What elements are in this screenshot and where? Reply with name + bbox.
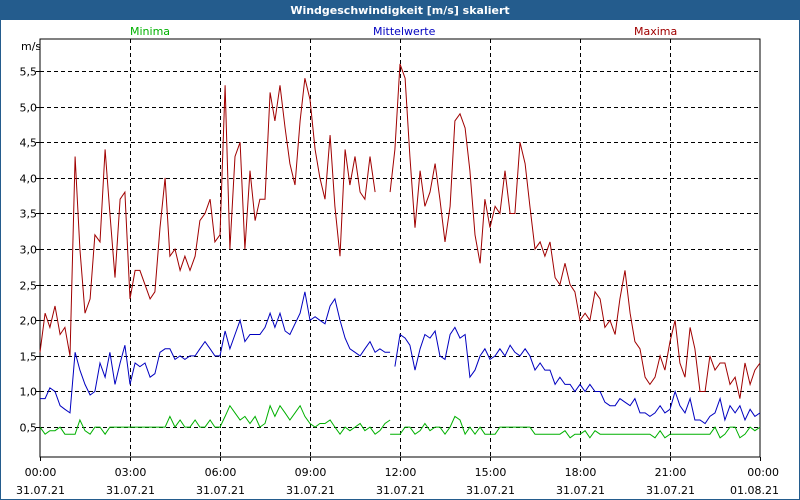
legend: Minima Mittelwerte Maxima [130, 25, 677, 38]
legend-mittelwerte: Mittelwerte [373, 25, 436, 38]
chart-title: Windgeschwindigkeit [m/s] skaliert [1, 1, 799, 20]
y-tick-label: 1,5 [20, 351, 38, 364]
y-tick-label: 3,0 [20, 244, 38, 257]
series-line-minima [39, 404, 391, 436]
x-tick-time: 15:00 [475, 466, 507, 479]
y-axis: m/s 0,5 1,0 1,5 2,0 2,5 3,0 3,5 4,0 4,5 5,0 5,5 [20, 40, 42, 435]
series-line-maxima [39, 78, 376, 356]
x-tick-date: 31.07.21 [646, 484, 695, 497]
grid-lines [40, 39, 760, 457]
legend-minima: Minima [130, 25, 170, 38]
x-tick-time: 06:00 [205, 466, 237, 479]
y-axis-label: m/s [21, 40, 41, 53]
x-axis: 00:00 31.07.21 03:00 31.07.21 06:00 31.07.21 0… [16, 457, 779, 497]
series-line-maxima [389, 63, 761, 399]
x-tick-time: 21:00 [655, 466, 687, 479]
legend-maxima: Maxima [634, 25, 677, 38]
y-tick-label: 3,5 [20, 208, 38, 221]
series-line-mittelwerte [394, 326, 761, 425]
y-tick-label: 1,0 [20, 386, 38, 399]
x-tick-date: 31.07.21 [556, 484, 605, 497]
y-tick-label: 4,5 [20, 137, 38, 150]
x-tick-date: 31.07.21 [286, 484, 335, 497]
y-tick-label: 2,5 [20, 280, 38, 293]
y-tick-label: 4,0 [20, 173, 38, 186]
x-tick-date: 31.07.21 [16, 484, 65, 497]
x-tick-time: 09:00 [295, 466, 327, 479]
x-tick-time: 00:00 [25, 466, 57, 479]
y-tick-label: 0,5 [20, 422, 38, 435]
series-line-minima [390, 415, 761, 439]
x-tick-time: 03:00 [115, 466, 147, 479]
y-tick-label: 5,5 [20, 66, 38, 79]
series-lines [39, 63, 761, 439]
series-line-mittelwerte [40, 291, 391, 414]
plot-area-border [39, 38, 761, 458]
y-tick-label: 2,0 [20, 315, 38, 328]
x-tick-date: 01.08.21 [730, 484, 779, 497]
x-tick-time: 12:00 [385, 466, 417, 479]
x-tick-time: 00:00 [747, 466, 779, 479]
x-tick-date: 31.07.21 [106, 484, 155, 497]
x-tick-date: 31.07.21 [376, 484, 425, 497]
x-tick-date: 31.07.21 [466, 484, 515, 497]
x-tick-date: 31.07.21 [196, 484, 245, 497]
x-tick-time: 18:00 [565, 466, 597, 479]
y-tick-label: 5,0 [20, 102, 38, 115]
